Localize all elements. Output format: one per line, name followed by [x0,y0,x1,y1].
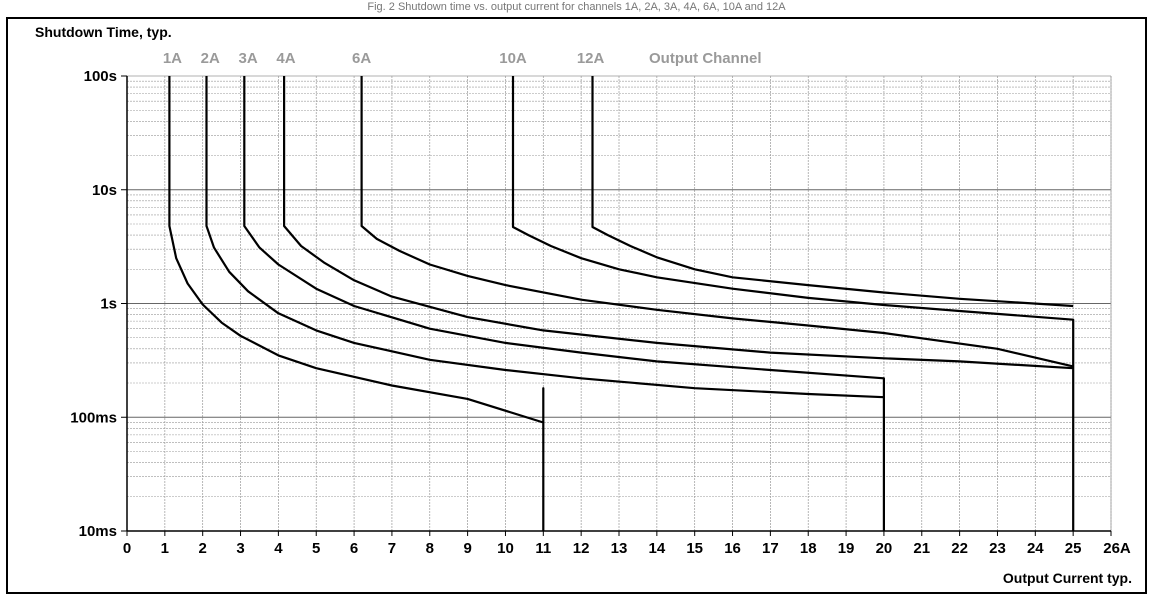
x-tick-label: 3 [236,540,244,557]
y-tick-label: 10ms [79,523,117,540]
curve-6A [360,76,1074,368]
channel-label-12A: 12A [577,50,605,67]
x-tick-label: 17 [762,540,779,557]
channel-label-10A: 10A [499,50,527,67]
ticks: 0 1 2 3 4 5 6 7 8 9 10 11 12 13 14 15 16 17 18 19 20 21 22 23 24… [70,68,1131,557]
x-tick-label: 25 [1065,540,1082,557]
x-tick-label: 11 [535,540,551,557]
x-tick-label: 0 [123,540,131,557]
x-tick-label: 8 [426,540,434,557]
x-tick-label: 12 [573,540,590,557]
curve-2A [205,76,885,531]
x-tick-label: 20 [876,540,893,557]
x-tick-label: 18 [800,540,817,557]
channel-label-3A: 3A [239,50,258,67]
x-tick-label: 2 [199,540,207,557]
x-tick-label: 7 [388,540,396,557]
curves: 1A 2A 3A 4A 6A 10A 12A [163,50,1075,531]
curve-10A [511,76,1074,321]
legend-title: Output Channel [649,50,762,67]
x-tick-label: 24 [1027,540,1044,557]
figure-caption: Fig. 2 Shutdown time vs. output current … [367,1,786,13]
channel-label-2A: 2A [201,50,220,67]
x-tick-label: 15 [686,540,703,557]
x-tick-label: 1 [161,540,169,557]
channel-label-4A: 4A [276,50,295,67]
x-tick-label: 23 [989,540,1006,557]
y-tick-label: 10s [92,182,117,199]
x-tick-label: 22 [951,540,968,557]
x-tick-label: 9 [463,540,471,557]
x-tick-label: 13 [611,540,628,557]
x-tick-label: 5 [312,540,320,557]
y-tick-label: 100ms [70,409,117,426]
grid [127,75,1112,531]
chart-frame [6,17,1147,594]
curve-1A [168,76,545,531]
x-tick-label: 16 [724,540,741,557]
curve-4A [283,76,1075,531]
x-tick-label: 26A [1103,540,1131,557]
x-tick-label: 4 [274,540,283,557]
y-tick-label: 100s [84,68,117,85]
y-tick-label: 1s [100,296,117,313]
x-tick-label: 19 [838,540,855,557]
curve-3A [243,76,884,380]
chart-title: Shutdown Time, typ. [35,24,172,40]
channel-label-6A: 6A [352,50,371,67]
x-tick-label: 6 [350,540,358,557]
channel-label-1A: 1A [163,50,182,67]
x-tick-label: 10 [497,540,514,557]
x-tick-label: 21 [913,540,930,557]
x-tick-label: 14 [649,540,666,557]
curve-12A [591,76,1074,308]
x-axis-label: Output Current typ. [1003,570,1132,586]
